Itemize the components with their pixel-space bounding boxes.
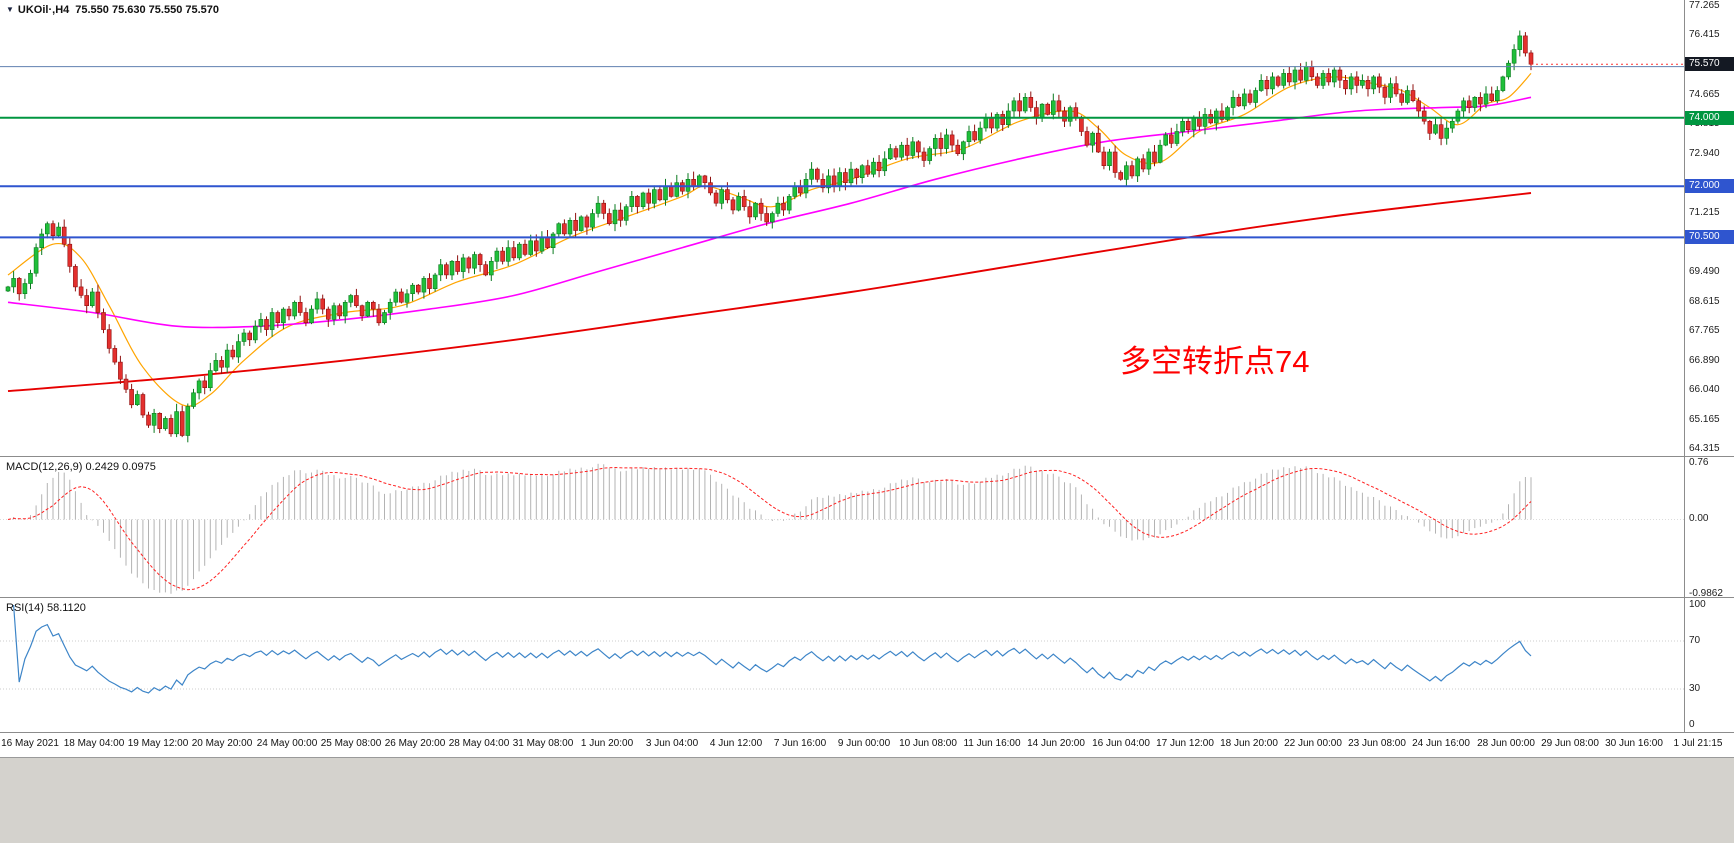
window-bottom-space [0,758,1734,843]
price-tick-label: 66.040 [1689,384,1720,395]
rsi-panel[interactable]: 100 70 30 0 RSI(14) 58.1120 [0,598,1734,733]
price-tick-label: 66.890 [1689,355,1720,366]
time-axis-label: 26 May 20:00 [384,738,446,749]
macd-histogram-layer [13,463,1532,594]
level-70-5-tag: 70.500 [1685,230,1734,244]
macd-chart-canvas[interactable] [0,457,1684,597]
rsi-line [13,604,1532,694]
time-axis-label: 18 May 04:00 [63,738,125,749]
macd-tick-label: -0.9862 [1689,588,1723,599]
price-tick-label: 72.940 [1689,148,1720,159]
time-axis-label: 28 May 04:00 [448,738,510,749]
time-axis-label: 16 Jun 04:00 [1092,738,1150,749]
time-axis-label: 7 Jun 16:00 [773,738,827,749]
rsi-label: RSI(14) 58.1120 [6,602,86,614]
time-axis-label: 24 Jun 16:00 [1412,738,1470,749]
candles-layer [5,30,1534,443]
macd-label: MACD(12,26,9) 0.2429 0.0975 [6,461,156,473]
price-tick-label: 69.490 [1689,266,1720,277]
time-axis-label: 1 Jul 21:15 [1673,738,1723,749]
symbol-header: ▼ UKOil·,H4 75.550 75.630 75.550 75.570 [6,4,219,16]
price-tick-label: 67.765 [1689,325,1720,336]
rsi-chart-canvas[interactable] [0,598,1684,732]
price-tick-label: 76.415 [1689,29,1720,40]
ma-line-mid [7,96,1532,329]
macd-tick-label: 0.76 [1689,457,1709,468]
macd-tick-label: 0.00 [1689,513,1709,524]
hlines-layer [0,63,1684,239]
time-axis-label: 30 Jun 16:00 [1605,738,1663,749]
symbol-dropdown-icon[interactable]: ▼ [6,5,14,14]
time-axis-label: 20 May 20:00 [191,738,253,749]
time-axis-label: 9 Jun 00:00 [837,738,891,749]
macd-axis[interactable]: 0.76 0.00 -0.9862 [1684,457,1734,599]
time-axis-label: 1 Jun 20:00 [580,738,634,749]
time-axis-label: 11 Jun 16:00 [963,738,1021,749]
rsi-tick-label: 70 [1689,635,1701,646]
current-price-tag: 75.570 [1685,57,1734,71]
time-axis[interactable]: 16 May 2021 18 May 04:00 19 May 12:00 20 Ma… [0,733,1734,758]
price-panel[interactable]: 77.26576.41574.66573.81572.94071.21570.3… [0,0,1734,457]
time-axis-label: 10 Jun 08:00 [899,738,957,749]
rsi-tick-label: 0 [1689,719,1695,730]
time-axis-label: 31 May 08:00 [512,738,574,749]
rsi-axis[interactable]: 100 70 30 0 [1684,598,1734,732]
time-axis-label: 16 May 2021 [1,738,59,749]
price-tick-label: 77.265 [1689,0,1720,11]
level-74-tag: 74.000 [1685,111,1734,125]
rsi-tick-label: 100 [1689,599,1706,610]
level-72-tag: 72.000 [1685,179,1734,193]
ohlc-readout: 75.550 75.630 75.550 75.570 [75,4,220,16]
time-axis-label: 25 May 08:00 [320,738,382,749]
time-axis-label: 17 Jun 12:00 [1156,738,1214,749]
time-axis-label: 19 May 12:00 [127,738,189,749]
macd-panel[interactable]: 0.76 0.00 -0.9862 MACD(12,26,9) 0.2429 0.0… [0,457,1734,599]
time-axis-label: 22 Jun 00:00 [1284,738,1342,749]
time-axis-label: 18 Jun 20:00 [1220,738,1278,749]
price-chart-canvas[interactable] [0,0,1684,456]
time-axis-label: 14 Jun 20:00 [1027,738,1085,749]
symbol-title: UKOil·,H4 [17,4,70,16]
price-tick-label: 64.315 [1689,443,1720,454]
price-tick-label: 74.665 [1689,89,1720,100]
time-axis-label: 3 Jun 04:00 [645,738,699,749]
rsi-tick-label: 30 [1689,683,1701,694]
time-axis-label: 24 May 00:00 [256,738,318,749]
ma-line-slow [7,192,1532,393]
time-axis-label: 23 Jun 08:00 [1348,738,1406,749]
price-axis[interactable]: 77.26576.41574.66573.81572.94071.21570.3… [1684,0,1734,456]
macd-signal-line [7,466,1532,591]
price-tick-label: 68.615 [1689,296,1720,307]
time-axis-label: 28 Jun 00:00 [1477,738,1535,749]
time-axis-label: 29 Jun 08:00 [1541,738,1599,749]
price-tick-label: 65.165 [1689,414,1720,425]
time-axis-label: 4 Jun 12:00 [709,738,763,749]
price-tick-label: 71.215 [1689,207,1720,218]
annotation-text[interactable]: 多空转折点74 [1120,344,1310,379]
